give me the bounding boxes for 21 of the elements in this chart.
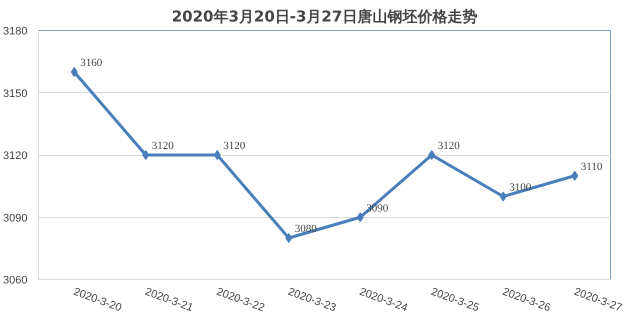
y-tick-label: 3180 (3, 26, 28, 38)
point (356, 212, 364, 222)
point (571, 170, 578, 181)
data-label: 3110 (580, 160, 603, 173)
chart-title: 2020年3月20日-3月27日唐山钢坯价格走势 (172, 8, 478, 26)
point (285, 233, 292, 243)
point (428, 150, 436, 160)
point (142, 150, 150, 160)
data-label: 3120 (223, 140, 246, 152)
data-label: 3160 (80, 57, 103, 69)
y-tick-label: 3090 (3, 212, 28, 224)
y-tick-label: 3150 (3, 88, 28, 100)
data-label: 3080 (294, 223, 318, 235)
y-tick-label: 3120 (3, 150, 28, 162)
y-tick-label: 3060 (3, 274, 28, 286)
point (70, 67, 78, 77)
data-label: 3120 (152, 140, 174, 152)
data-label: 3100 (509, 182, 532, 194)
point (500, 192, 507, 202)
point (214, 150, 221, 160)
data-label: 3120 (438, 140, 460, 152)
